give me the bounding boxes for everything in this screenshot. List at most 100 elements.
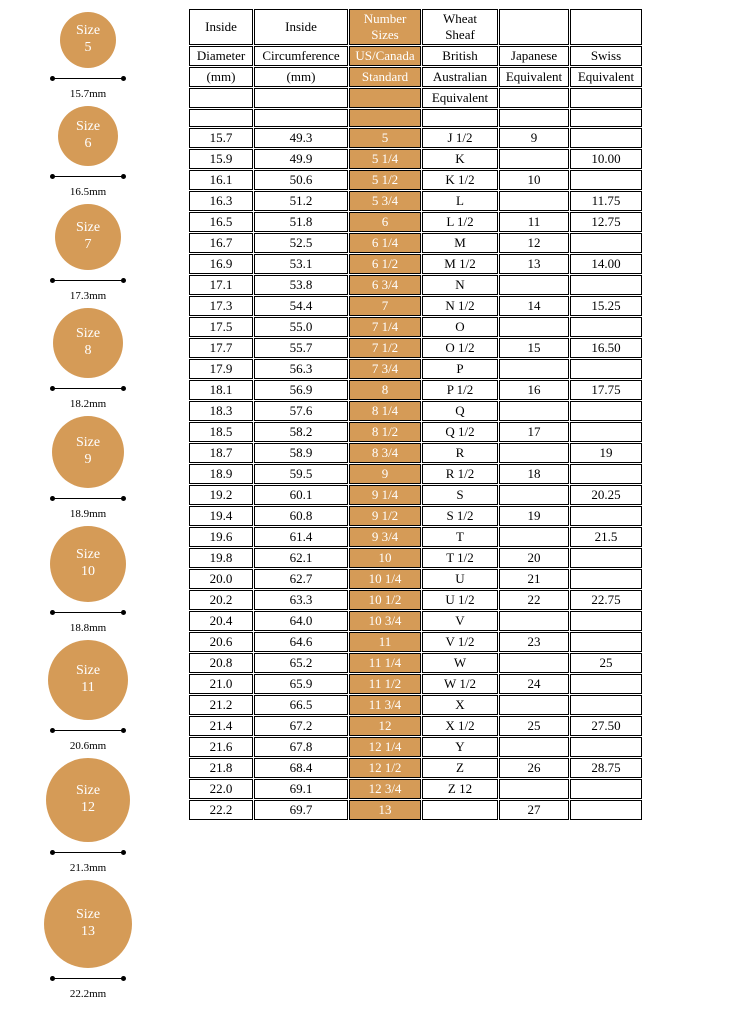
size-circle-13: Size1322.2mm [44,880,132,1000]
circle-number: 5 [85,40,92,57]
data-cell: 18.7 [189,443,253,463]
data-cell [499,149,569,169]
data-cell: 5 1/2 [349,170,421,190]
table-row: 16.351.25 3/4L11.75 [189,191,642,211]
data-cell: 15 [499,338,569,358]
data-cell [570,506,642,526]
data-cell: 17.75 [570,380,642,400]
circle-label: Size [76,663,100,680]
data-cell: 26 [499,758,569,778]
data-cell: 67.2 [254,716,348,736]
data-cell: Z [422,758,498,778]
table-row: 17.755.77 1/2O 1/21516.50 [189,338,642,358]
data-cell: 11 1/4 [349,653,421,673]
data-cell: 21.5 [570,527,642,547]
diameter-label: 18.2mm [70,398,106,410]
data-cell: 52.5 [254,233,348,253]
data-cell: 63.3 [254,590,348,610]
data-cell: U [422,569,498,589]
table-row: 19.862.110T 1/220 [189,548,642,568]
data-cell: 21 [499,569,569,589]
data-cell: 22 [499,590,569,610]
data-cell: 16.3 [189,191,253,211]
header-cell: Inside [254,9,348,45]
data-cell: 16 [499,380,569,400]
data-cell: 6 3/4 [349,275,421,295]
data-cell [570,737,642,757]
header-cell: Equivalent [570,67,642,87]
data-cell: 22.75 [570,590,642,610]
circle-label: Size [76,326,100,343]
data-cell: 17.9 [189,359,253,379]
data-cell: W [422,653,498,673]
data-cell [570,569,642,589]
diameter-measure [52,606,124,620]
data-cell: 17.3 [189,296,253,316]
data-cell: 60.1 [254,485,348,505]
data-cell: 10 3/4 [349,611,421,631]
data-cell: 22.2 [189,800,253,820]
circle-label: Size [76,547,100,564]
table-row: 17.354.47N 1/21415.25 [189,296,642,316]
data-cell: 56.9 [254,380,348,400]
diameter-label: 21.3mm [70,862,106,874]
data-cell: 25 [499,716,569,736]
data-cell: N 1/2 [422,296,498,316]
table-row: 16.953.16 1/2M 1/21314.00 [189,254,642,274]
data-cell: 15.7 [189,128,253,148]
data-cell: R 1/2 [422,464,498,484]
data-cell: T 1/2 [422,548,498,568]
header-cell [499,9,569,45]
header-cell: US/Canada [349,46,421,66]
data-cell: 54.4 [254,296,348,316]
size-circle-6: Size616.5mm [52,106,124,198]
data-cell [570,632,642,652]
header-cell: Number Sizes [349,9,421,45]
data-cell: 19.4 [189,506,253,526]
data-cell: 65.9 [254,674,348,694]
data-cell: 53.8 [254,275,348,295]
data-cell [570,317,642,337]
data-cell: L 1/2 [422,212,498,232]
data-cell: 59.5 [254,464,348,484]
table-row: 20.865.211 1/4W25 [189,653,642,673]
size-circle-8: Size8 18.2mm [52,308,124,410]
header-cell [189,109,253,127]
header-cell: Wheat Sheaf [422,9,498,45]
data-cell: 69.1 [254,779,348,799]
table-row: 16.752.56 1/4M12 [189,233,642,253]
table-row: 17.555.07 1/4O [189,317,642,337]
data-cell: 9 [349,464,421,484]
header-cell: Equivalent [422,88,498,108]
data-cell: 6 [349,212,421,232]
diameter-label: 17.3mm [70,290,106,302]
data-cell: 60.8 [254,506,348,526]
circle-graphic: Size8 [53,308,123,378]
data-cell: M [422,233,498,253]
data-cell [570,548,642,568]
data-cell: 5 3/4 [349,191,421,211]
size-circle-11: Size1120.6mm [48,640,128,752]
data-cell: 12 [349,716,421,736]
data-cell: 49.9 [254,149,348,169]
data-cell: 11 [349,632,421,652]
table-row: 21.266.511 3/4X [189,695,642,715]
data-cell [570,695,642,715]
data-cell [570,464,642,484]
data-cell: 14 [499,296,569,316]
data-cell: 13 [349,800,421,820]
diameter-measure [52,492,124,506]
header-cell [349,109,421,127]
data-cell: 19.2 [189,485,253,505]
data-cell: 19 [499,506,569,526]
header-cell [570,88,642,108]
data-cell: 19 [570,443,642,463]
data-cell: 23 [499,632,569,652]
data-cell: 55.0 [254,317,348,337]
header-cell [349,88,421,108]
data-cell [499,275,569,295]
diameter-label: 20.6mm [70,740,106,752]
table-row: 21.868.412 1/2Z2628.75 [189,758,642,778]
data-cell [570,611,642,631]
data-cell: 20 [499,548,569,568]
